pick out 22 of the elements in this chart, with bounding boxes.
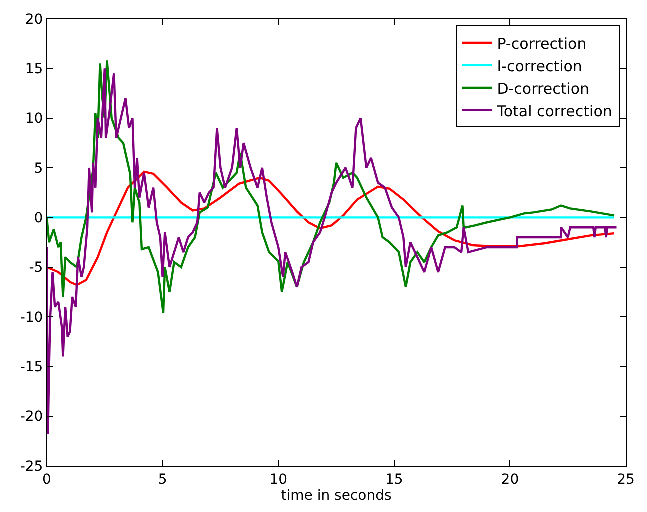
y-tick-label: 5 xyxy=(34,160,44,177)
x-axis-title: time in seconds xyxy=(281,488,392,504)
y-tick-label: -10 xyxy=(20,310,44,326)
y-tick-label: 15 xyxy=(25,62,44,78)
x-tick-label: 20 xyxy=(501,472,520,488)
legend-label: D-correction xyxy=(497,80,590,98)
line-series xyxy=(47,60,616,314)
legend-label: Total correction xyxy=(496,102,612,120)
y-tick-label: -20 xyxy=(20,409,44,426)
y-tick-label: -25 xyxy=(20,458,44,475)
y-tick-label: -15 xyxy=(20,360,44,376)
legend-label: P-correction xyxy=(497,34,587,53)
y-tick-label: 0 xyxy=(34,210,44,227)
y-tick-label: 20 xyxy=(25,12,44,28)
x-tick-label: 15 xyxy=(385,472,404,488)
x-tick-label: 10 xyxy=(270,472,288,488)
line-series xyxy=(47,170,616,286)
x-tick-label: 25 xyxy=(617,472,635,488)
y-tick-label: -5 xyxy=(29,260,44,276)
y-tick-label: 10 xyxy=(25,111,44,128)
legend-label: I-correction xyxy=(497,57,582,76)
x-tick-label: 5 xyxy=(158,472,168,488)
